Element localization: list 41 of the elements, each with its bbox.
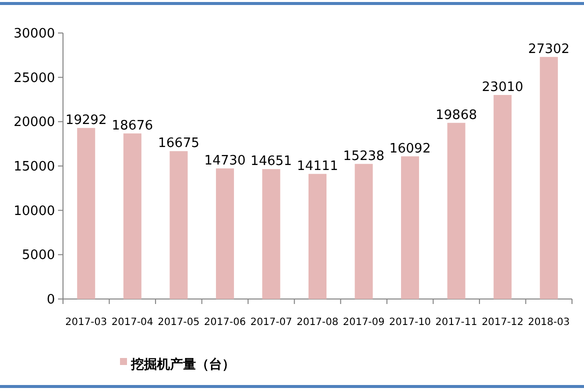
x-tick-label: 2017-07 xyxy=(250,317,292,328)
bar xyxy=(401,156,420,299)
data-label: 14111 xyxy=(296,158,338,174)
data-label: 16092 xyxy=(389,141,431,156)
bar xyxy=(123,133,142,299)
bar xyxy=(308,174,326,299)
data-label: 15238 xyxy=(343,148,384,164)
bar xyxy=(170,151,188,299)
x-tick-label: 2017-08 xyxy=(296,317,338,328)
bar xyxy=(540,56,558,299)
data-label: 19292 xyxy=(65,112,107,128)
data-label: 23010 xyxy=(482,80,524,95)
data-label: 16675 xyxy=(158,136,200,152)
x-tick-label: 2017-06 xyxy=(204,317,246,328)
x-tick-label: 2017-12 xyxy=(482,317,524,328)
bar xyxy=(447,122,466,299)
bar xyxy=(77,128,96,299)
x-tick-label: 2017-10 xyxy=(389,317,431,328)
bar xyxy=(262,169,280,299)
x-tick-label: 2017-11 xyxy=(435,317,478,328)
x-tick-label: 2017-04 xyxy=(112,317,154,328)
data-label: 14651 xyxy=(250,154,292,170)
y-tick-label: 10000 xyxy=(14,204,55,219)
x-tick-label: 2018-03 xyxy=(528,317,570,328)
legend-label: 挖掘机产量（台） xyxy=(130,356,235,373)
y-tick-label: 20000 xyxy=(14,115,55,130)
bar xyxy=(494,94,512,299)
bar xyxy=(216,168,234,299)
y-tick-label: 5000 xyxy=(22,248,55,264)
x-tick-label: 2017-09 xyxy=(342,317,385,328)
y-tick-label: 25000 xyxy=(14,70,55,86)
y-tick-label: 0 xyxy=(46,292,55,308)
y-tick-label: 30000 xyxy=(14,26,55,42)
x-tick-label: 2017-05 xyxy=(158,317,200,328)
x-tick-label: 2017-03 xyxy=(65,317,108,328)
data-label: 14730 xyxy=(204,153,246,168)
data-label: 18676 xyxy=(112,118,154,134)
data-label: 19868 xyxy=(436,108,477,123)
bar xyxy=(354,164,373,299)
y-tick-label: 15000 xyxy=(14,160,55,175)
data-label: 27302 xyxy=(528,42,570,57)
